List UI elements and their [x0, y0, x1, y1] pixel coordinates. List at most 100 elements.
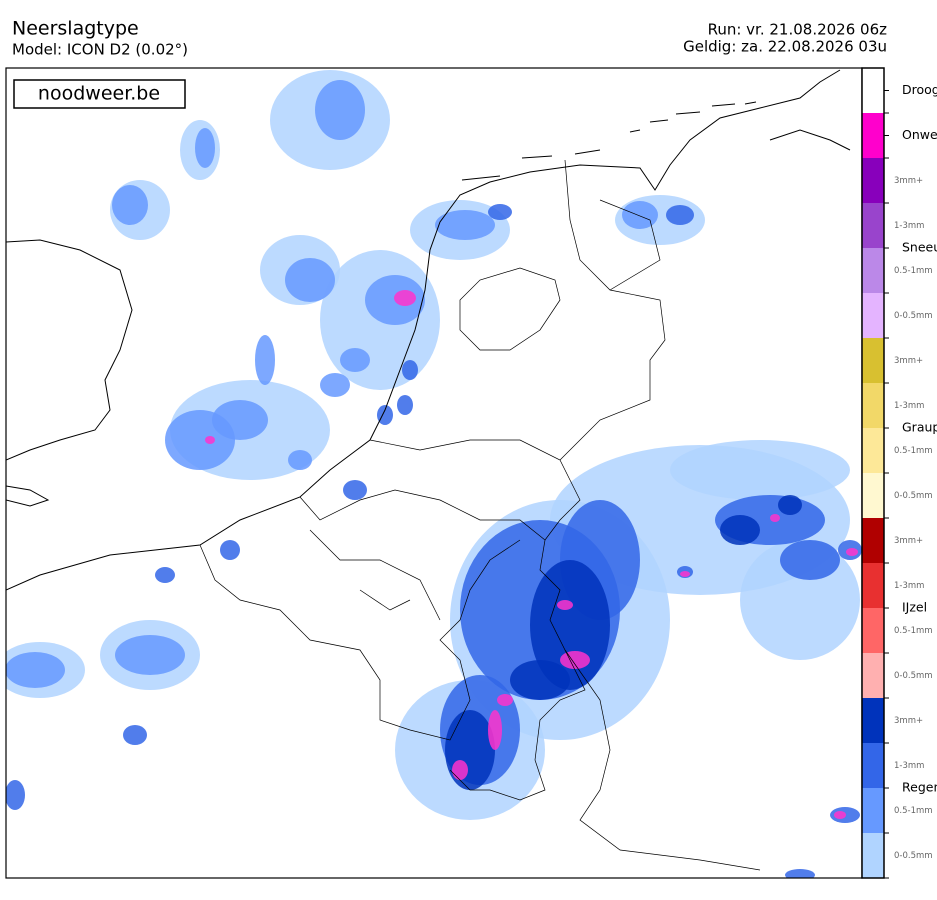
legend-range: 1-3mm	[894, 761, 924, 771]
precipitation-area	[285, 258, 335, 302]
legend-range: 3mm+	[894, 356, 923, 366]
legend-class: Onwe	[902, 127, 937, 142]
precipitation-area	[6, 652, 65, 688]
precipitation-area	[377, 405, 393, 425]
coastline	[6, 69, 841, 591]
precipitation-area	[488, 204, 512, 220]
legend-range: 3mm+	[894, 536, 923, 546]
legend-frame	[861, 67, 885, 879]
precipitation-area	[343, 480, 367, 500]
legend-range: 0.5-1mm	[894, 626, 933, 636]
run: Run: vr. 21.08.2026 06z	[708, 21, 888, 39]
precipitation-area	[402, 360, 418, 380]
border	[299, 489, 586, 801]
map	[6, 68, 862, 878]
legend-range: 0.5-1mm	[894, 446, 933, 456]
legend-swatch	[862, 338, 884, 383]
legend-class: Sneeu	[902, 240, 937, 255]
precipitation-area	[115, 635, 185, 675]
precipitation-area	[452, 760, 468, 780]
precipitation-area	[666, 205, 694, 225]
precipitation-area	[778, 495, 802, 515]
precipitation-area	[720, 515, 760, 545]
legend-swatch	[862, 428, 884, 473]
precipitation-area	[220, 540, 240, 560]
border	[369, 159, 666, 541]
legend-swatch	[862, 698, 884, 743]
precipitation-area	[497, 694, 513, 706]
precipitation-area	[510, 660, 570, 700]
precipitation-area	[397, 395, 413, 415]
precipitation-area	[785, 869, 815, 878]
precipitation-area	[123, 725, 147, 745]
precipitation-area	[112, 185, 148, 225]
legend-swatch	[862, 113, 884, 158]
precipitation-area	[846, 548, 858, 556]
legend-range: 0-0.5mm	[894, 491, 933, 501]
precipitation-area	[205, 436, 215, 444]
legend-swatch	[862, 473, 884, 518]
precipitation-area	[255, 335, 275, 385]
legend-swatch	[862, 68, 884, 113]
logo-box	[13, 79, 186, 109]
border	[199, 539, 521, 741]
legend-swatch	[862, 158, 884, 203]
precipitation-area	[195, 128, 215, 168]
legend-range: 0.5-1mm	[894, 266, 933, 276]
legend-swatch	[862, 563, 884, 608]
precipitation-area	[435, 210, 495, 240]
legend-swatch	[862, 383, 884, 428]
precipitation-area	[680, 571, 690, 577]
legend-range: 0-0.5mm	[894, 671, 933, 681]
precipitation-area	[670, 440, 850, 500]
legend-swatch	[862, 608, 884, 653]
legend-swatch	[862, 833, 884, 878]
precipitation-area	[6, 780, 25, 810]
precipitation-area	[770, 514, 780, 522]
legend: Droog Onwe 3mm+ 1-3mm 0.5-1mm 0-0.5mm Sneeu 3mm…	[861, 67, 937, 879]
precipitation-area	[530, 560, 610, 690]
legend-range: 3mm+	[894, 716, 923, 726]
legend-range: 0-0.5mm	[894, 311, 933, 321]
legend-range: 1-3mm	[894, 581, 924, 591]
legend-range: 3mm+	[894, 176, 923, 186]
legend-class: Graup	[902, 420, 937, 435]
legend-range: 1-3mm	[894, 401, 924, 411]
precipitation-area	[622, 201, 658, 229]
coastline	[6, 239, 133, 461]
precipitation-area	[212, 400, 268, 440]
precipitation-area	[394, 290, 416, 306]
model: Model: ICON D2 (0.02°)	[12, 41, 188, 59]
precipitation-area	[340, 348, 370, 372]
legend-range: 0-0.5mm	[894, 851, 933, 861]
logo: noodweer.be	[38, 83, 160, 105]
legend-class: Droog	[902, 82, 937, 97]
precipitation-area	[488, 710, 502, 750]
precipitation-area	[315, 80, 365, 140]
legend-swatch	[862, 203, 884, 248]
legend-swatch	[862, 248, 884, 293]
border	[309, 529, 761, 871]
precipitation-area	[320, 373, 350, 397]
precipitation-area	[445, 710, 495, 790]
precipitation-area	[288, 450, 312, 470]
border	[459, 199, 661, 351]
precipitation-area	[560, 651, 590, 669]
coastline	[461, 101, 851, 181]
precipitation-area	[780, 540, 840, 580]
precipitation-area	[155, 567, 175, 583]
title: Neerslagtype	[12, 18, 139, 40]
precipitation-area	[834, 811, 846, 819]
coastline	[6, 485, 50, 507]
legend-class: Regen	[902, 780, 937, 795]
legend-swatch	[862, 788, 884, 833]
legend-swatch	[862, 518, 884, 563]
legend-swatch	[862, 293, 884, 338]
precipitation-area	[557, 600, 573, 610]
legend-range: 1-3mm	[894, 221, 924, 231]
legend-swatch	[862, 653, 884, 698]
legend-swatch	[862, 743, 884, 788]
legend-range: 0.5-1mm	[894, 806, 933, 816]
